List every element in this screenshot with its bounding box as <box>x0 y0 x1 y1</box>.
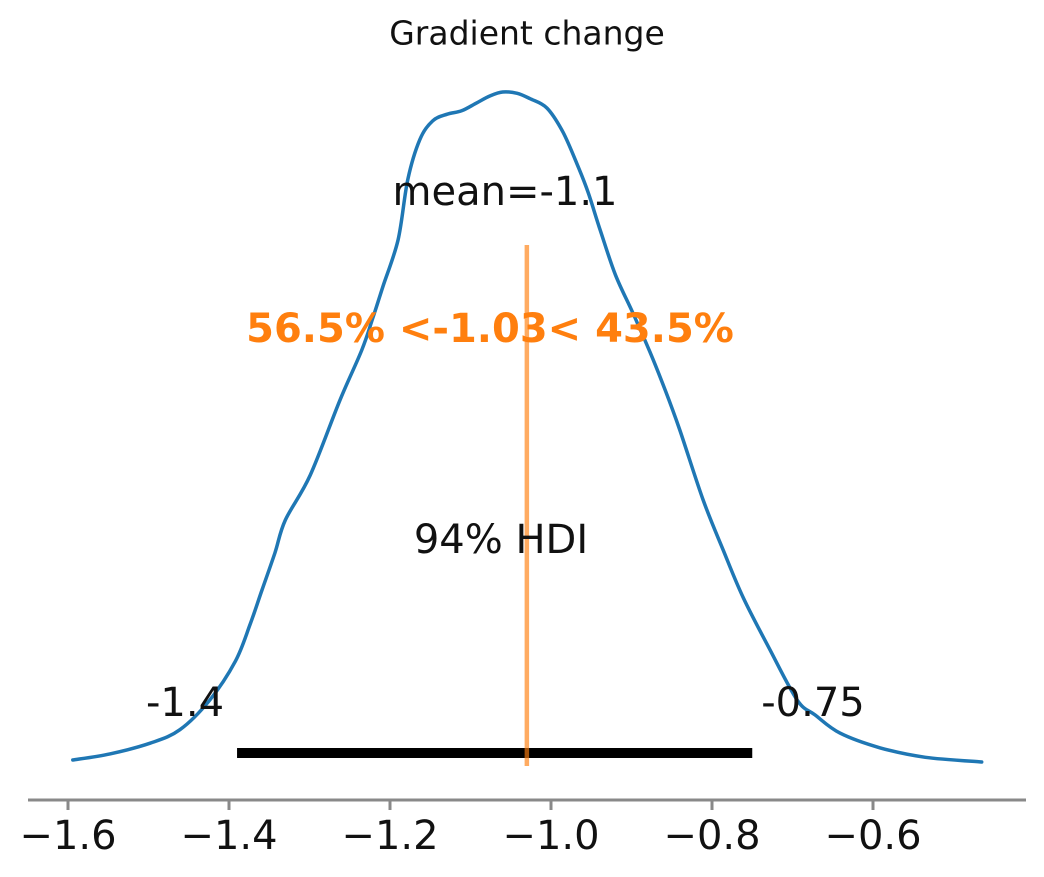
x-axis-ticks <box>66 800 875 810</box>
mean-annotation: mean=-1.1 <box>392 169 618 215</box>
x-tick-label: −1.2 <box>341 813 439 859</box>
hdi-upper-label: -0.75 <box>761 680 865 726</box>
x-tick-label: −0.8 <box>663 813 761 859</box>
x-tick-label: −1.4 <box>180 813 278 859</box>
kde-curve <box>71 90 984 764</box>
ref-value-annotation: 56.5% <-1.03< 43.5% <box>246 306 734 352</box>
plot-title: Gradient change <box>389 13 665 53</box>
x-tick-label: −1.0 <box>502 813 600 859</box>
x-tick-label: −1.6 <box>19 813 117 859</box>
x-tick-label: −0.6 <box>824 813 922 859</box>
hdi-annotation: 94% HDI <box>413 517 589 563</box>
hdi-lower-label: -1.4 <box>145 680 225 726</box>
